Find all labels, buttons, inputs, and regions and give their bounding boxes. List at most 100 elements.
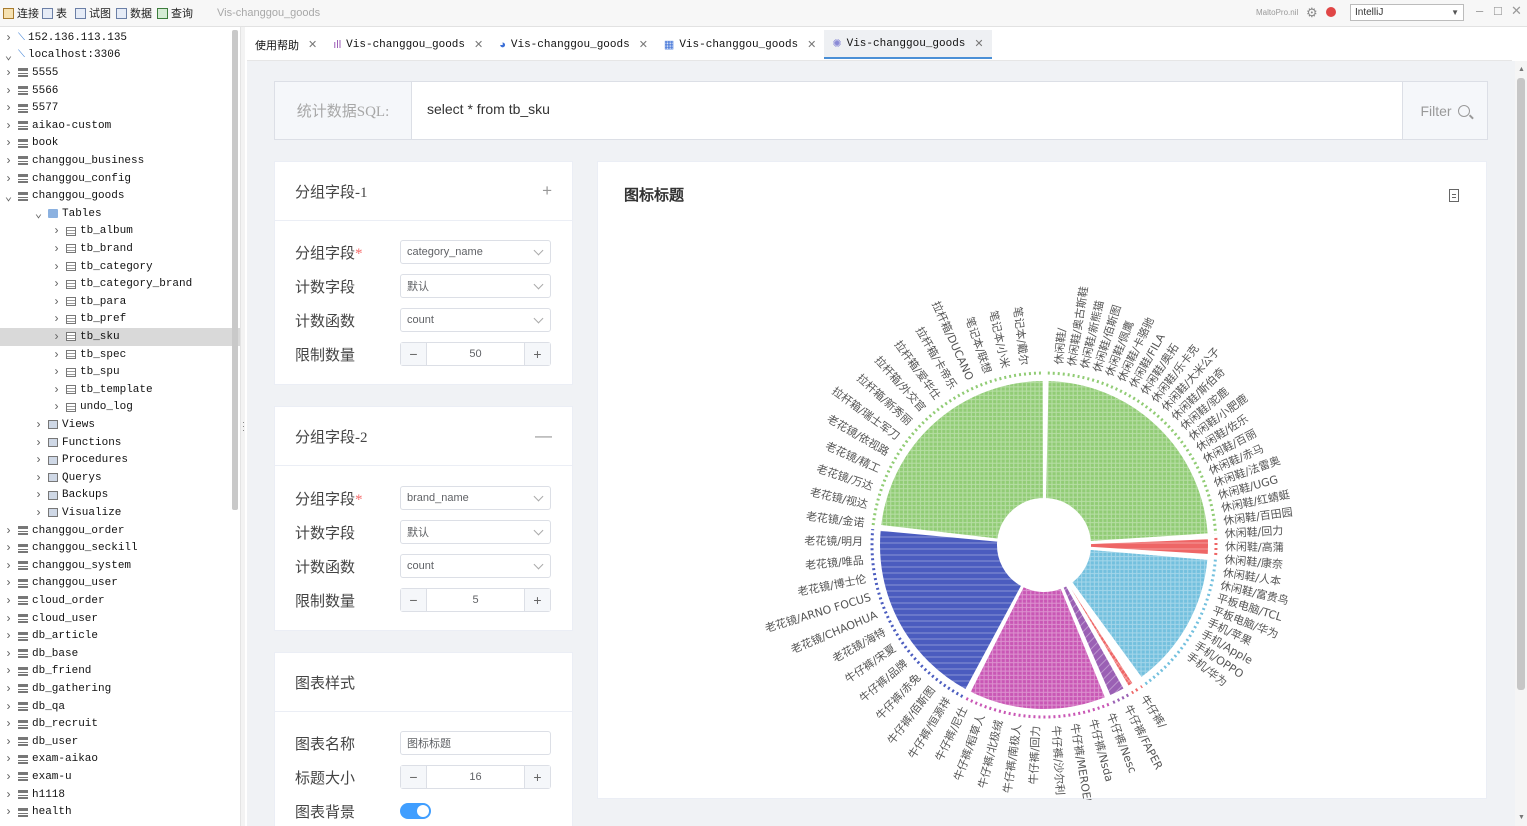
chevron-right-icon[interactable]: › — [52, 241, 61, 256]
tab-0[interactable]: 使用帮助 ✕ — [247, 30, 325, 59]
tree-item[interactable]: › tb_brand — [0, 240, 240, 258]
table-button[interactable]: 表 — [42, 5, 67, 21]
increment-button[interactable]: + — [524, 589, 550, 611]
tree-item[interactable]: › h1118 — [0, 786, 236, 804]
chevron-right-icon[interactable]: › — [4, 611, 13, 626]
tree-item[interactable]: › db_base — [0, 645, 236, 663]
chevron-right-icon[interactable]: › — [4, 629, 13, 644]
tree-item[interactable]: › db_recruit — [0, 715, 236, 733]
tree-item[interactable]: › tb_sku — [0, 328, 240, 346]
chevron-down-icon[interactable]: ⌄ — [4, 48, 13, 63]
chevron-right-icon[interactable]: › — [4, 118, 13, 133]
tree-item[interactable]: › tb_category — [0, 258, 240, 276]
chevron-down-icon[interactable]: ⌄ — [34, 207, 43, 222]
chevron-right-icon[interactable]: › — [52, 365, 61, 380]
chevron-right-icon[interactable]: › — [52, 382, 61, 397]
chevron-right-icon[interactable]: › — [4, 752, 13, 767]
count-field-select[interactable]: 默认 — [400, 274, 551, 298]
chevron-right-icon[interactable]: › — [4, 136, 13, 151]
outer-ring-segment[interactable] — [871, 371, 1044, 526]
tree-item[interactable]: › 5555 — [0, 64, 236, 82]
outer-ring-segment[interactable] — [1131, 688, 1139, 695]
chevron-right-icon[interactable]: › — [4, 171, 13, 186]
chevron-right-icon[interactable]: › — [34, 470, 43, 485]
scroll-up-icon[interactable]: ▲ — [1518, 66, 1525, 73]
tree-item[interactable]: › Backups — [0, 487, 240, 505]
chevron-right-icon[interactable]: › — [52, 294, 61, 309]
decrement-button[interactable]: − — [401, 589, 427, 611]
maximize-icon[interactable]: ☐ — [1493, 6, 1503, 18]
theme-select[interactable]: IntelliJ ▼ — [1350, 4, 1464, 21]
chevron-right-icon[interactable]: › — [52, 347, 61, 362]
decrement-button[interactable]: − — [401, 766, 427, 788]
group-field-select[interactable]: category_name — [400, 240, 551, 264]
tree-item[interactable]: › changgou_seckill — [0, 539, 236, 557]
minimize-icon[interactable]: – — [1476, 3, 1484, 18]
stop-icon[interactable] — [1326, 7, 1336, 17]
tree-item[interactable]: › tb_template — [0, 381, 240, 399]
tree-item[interactable]: › undo_log — [0, 399, 240, 417]
close-window-icon[interactable]: ✕ — [1511, 3, 1522, 18]
chart-name-input[interactable]: 图标标题 — [400, 731, 551, 755]
outer-ring-segment[interactable] — [1112, 693, 1130, 705]
tree-item[interactable]: › Procedures — [0, 451, 240, 469]
sql-input[interactable] — [425, 100, 1329, 118]
tree-item[interactable]: › db_gathering — [0, 680, 236, 698]
filter-button[interactable]: Filter — [1402, 82, 1487, 139]
sunburst-segment[interactable] — [968, 584, 1108, 711]
close-tab-icon[interactable]: ✕ — [474, 39, 484, 51]
chevron-right-icon[interactable]: › — [4, 153, 13, 168]
chevron-right-icon[interactable]: › — [4, 523, 13, 538]
document-icon[interactable] — [1449, 189, 1459, 202]
chevron-right-icon[interactable]: › — [52, 259, 61, 274]
close-tab-icon[interactable]: ✕ — [308, 39, 318, 51]
tree-item[interactable]: › 5577 — [0, 99, 236, 117]
chevron-right-icon[interactable]: › — [4, 83, 13, 98]
increment-button[interactable]: + — [524, 343, 550, 365]
tree-item[interactable]: › Views — [0, 416, 240, 434]
add-group-button[interactable]: + — [542, 181, 552, 200]
chevron-right-icon[interactable]: › — [4, 699, 13, 714]
chevron-right-icon[interactable]: › — [4, 541, 13, 556]
decrement-button[interactable]: − — [401, 343, 427, 365]
sunburst-segment[interactable] — [879, 378, 1045, 541]
chart-bg-toggle[interactable] — [400, 803, 431, 819]
chevron-right-icon[interactable]: › — [4, 717, 13, 732]
tree-item[interactable]: › Querys — [0, 469, 240, 487]
tree-item[interactable]: › book — [0, 135, 236, 153]
tree-item[interactable]: › changgou_system — [0, 557, 236, 575]
tree-item[interactable]: › tb_album — [0, 223, 240, 241]
increment-button[interactable]: + — [524, 766, 550, 788]
sunburst-segment[interactable] — [1043, 379, 1210, 544]
chevron-right-icon[interactable]: › — [4, 769, 13, 784]
query-button[interactable]: 查询 — [157, 5, 193, 21]
chevron-right-icon[interactable]: › — [34, 488, 43, 503]
count-field-select[interactable]: 默认 — [400, 520, 551, 544]
chevron-right-icon[interactable]: › — [4, 30, 13, 45]
chevron-right-icon[interactable]: › — [4, 734, 13, 749]
tree-item[interactable]: › db_qa — [0, 698, 236, 716]
chevron-right-icon[interactable]: › — [4, 805, 13, 820]
tree-item[interactable]: › changgou_config — [0, 170, 236, 188]
tree-item[interactable]: › changgou_business — [0, 152, 236, 170]
tree-item[interactable]: › health — [0, 803, 236, 821]
count-func-select[interactable]: count — [400, 554, 551, 578]
tree-item[interactable]: › cloud_order — [0, 592, 236, 610]
sunburst-segment[interactable] — [878, 528, 1024, 692]
data-button[interactable]: 数据 — [116, 5, 152, 21]
tree-item[interactable]: › tb_pref — [0, 311, 240, 329]
tree-item[interactable]: › tb_para — [0, 293, 240, 311]
main-scrollbar-thumb[interactable] — [1517, 78, 1525, 690]
tree-item[interactable]: ⌄ Tables — [0, 205, 240, 223]
chevron-right-icon[interactable]: › — [34, 435, 43, 450]
chevron-right-icon[interactable]: › — [4, 646, 13, 661]
tree-item[interactable]: ⌄ ⟍ localhost:3306 — [0, 47, 236, 65]
sunburst-segment[interactable] — [1061, 583, 1127, 698]
tree-item[interactable]: › tb_spu — [0, 363, 240, 381]
chevron-right-icon[interactable]: › — [52, 277, 61, 292]
chevron-right-icon[interactable]: › — [34, 453, 43, 468]
close-tab-icon[interactable]: ✕ — [807, 39, 817, 51]
close-tab-icon[interactable]: ✕ — [974, 38, 984, 50]
chevron-down-icon[interactable]: ⌄ — [4, 189, 13, 204]
tab-3[interactable]: ▦ Vis-changgou_goods ✕ — [656, 30, 824, 59]
